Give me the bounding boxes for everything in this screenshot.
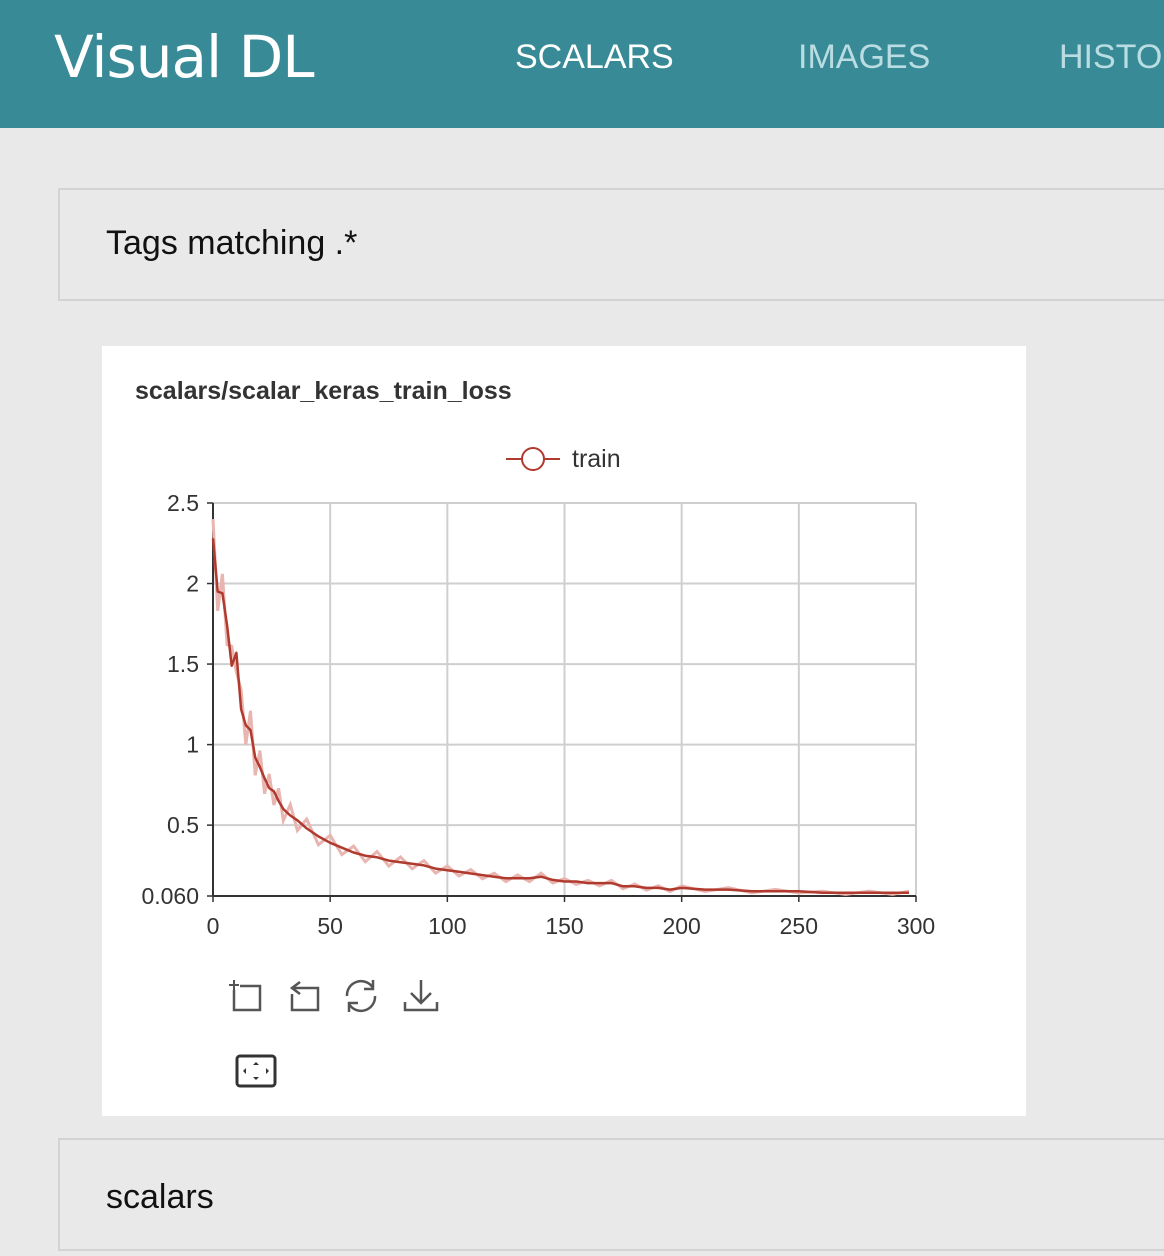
chart-grid [213,502,917,896]
x-tick-label: 250 [780,913,818,939]
tab-images[interactable]: IMAGES [798,38,931,76]
chart-series [211,519,910,896]
y-tick-label: 0.060 [141,883,199,909]
refresh-icon[interactable] [341,976,381,1016]
app-logo[interactable]: Visual DL [54,23,315,91]
x-tick-label: 0 [207,913,220,939]
zoom-reset-icon[interactable] [284,976,324,1016]
scalar-group-title: scalars [106,1178,214,1216]
y-tick-label: 0.5 [167,812,199,838]
y-tick-label: 2.5 [167,490,199,516]
x-tick-label: 150 [545,913,583,939]
tag-filter-section: Tags matching .* [58,188,1164,301]
y-tick-label: 1 [186,732,199,758]
legend-circle-marker [521,447,545,471]
tab-scalars[interactable]: SCALARS [515,38,674,76]
x-tick-label: 300 [897,913,935,939]
loss-line-chart: train 0 50 100 150 200 250 300 0.060 0.5 1 1.5 2 2.5 [141,445,935,939]
y-tick-label: 1.5 [167,651,199,677]
download-icon[interactable] [401,976,441,1016]
tab-histograms[interactable]: HISTOGRAMS [1059,38,1164,76]
legend-label-train: train [572,445,621,473]
fit-screen-icon[interactable] [235,1053,279,1089]
scalar-group-section[interactable]: scalars [58,1138,1164,1251]
chart-axes: 0 50 100 150 200 250 300 0.060 0.5 1 1.5 2 2.5 [141,490,935,939]
tag-filter-title: Tags matching .* [106,224,358,262]
zoom-select-icon[interactable] [226,976,266,1016]
x-tick-label: 100 [428,913,466,939]
series-line-train [211,538,909,895]
y-tick-label: 2 [186,571,199,597]
top-navbar: Visual DL SCALARS IMAGES HISTOGRAMS [0,0,1164,128]
chart-title: scalars/scalar_keras_train_loss [135,377,512,405]
series-raw-line-train [211,519,910,896]
x-tick-label: 50 [317,913,343,939]
chart-card: scalars/scalar_keras_train_loss train 0 5… [102,346,1026,1116]
x-tick-label: 200 [662,913,700,939]
chart-legend[interactable]: train [506,445,621,473]
